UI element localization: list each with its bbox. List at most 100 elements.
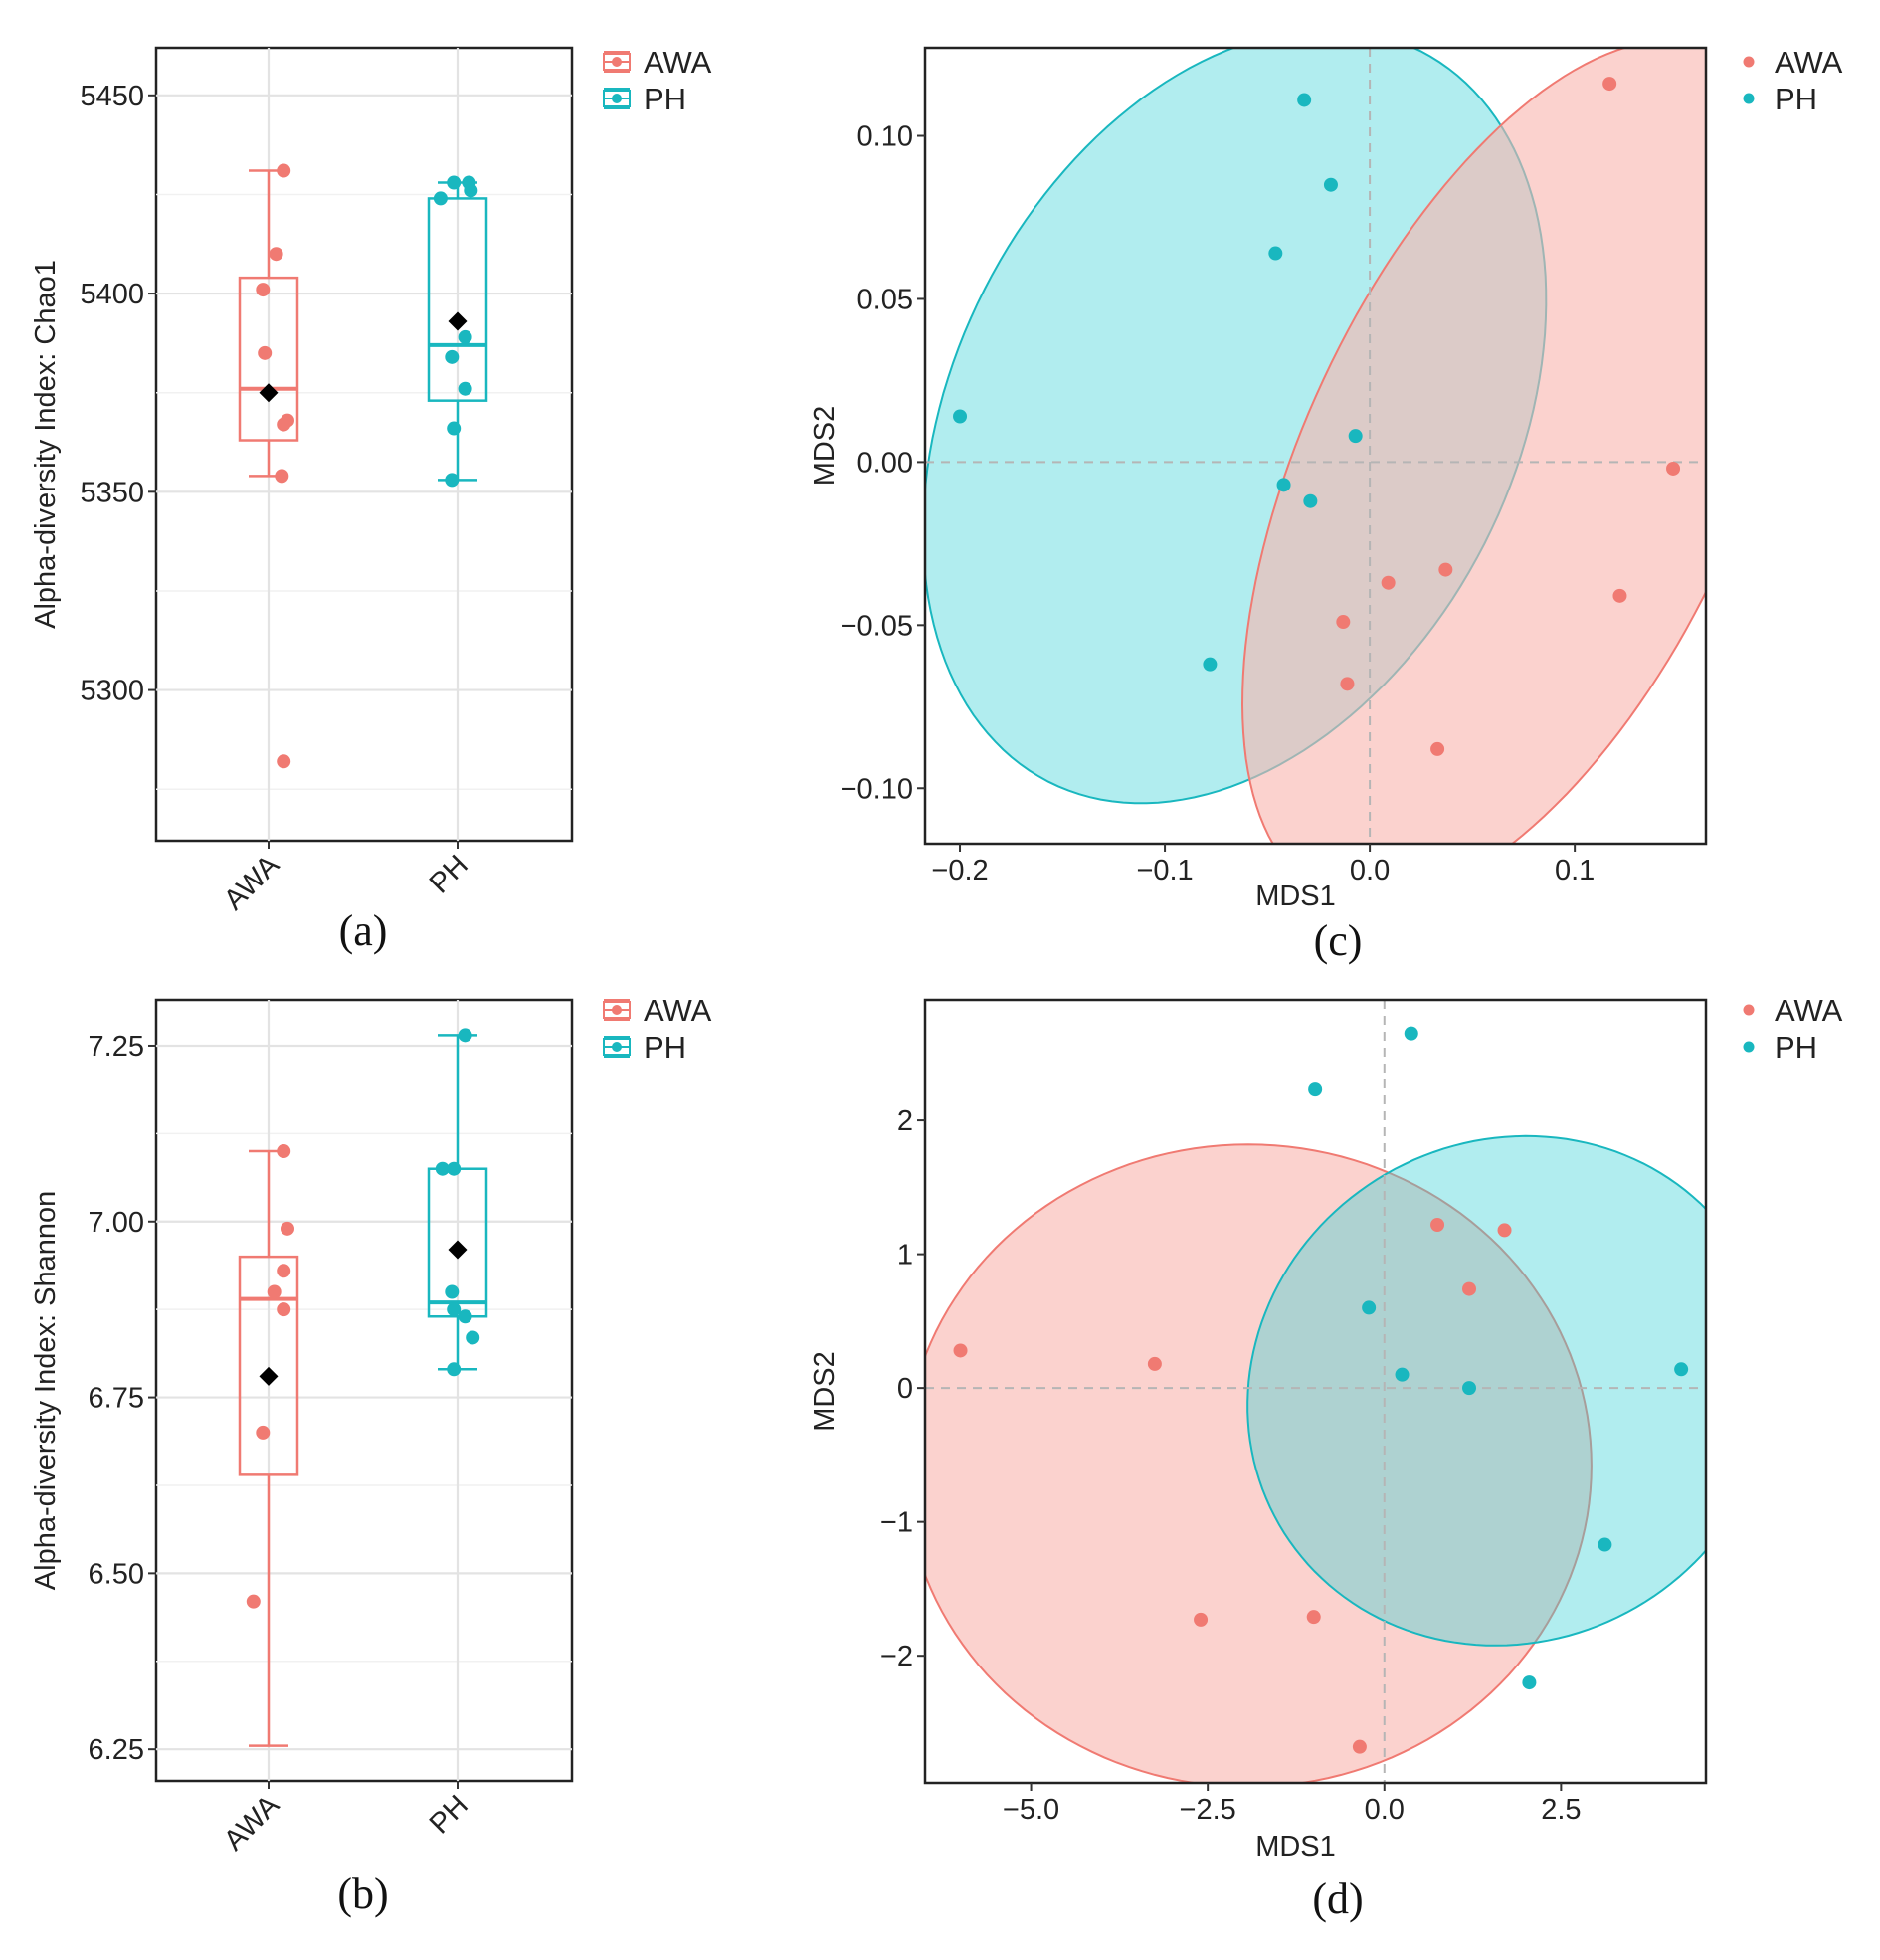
data-point-ph bbox=[953, 409, 968, 424]
boxplot-panel-b: 6.25 6.50 6.75 7.00 7.25 Alpha-diversity Inde… bbox=[30, 993, 712, 1918]
x-tick-label-ph: PH bbox=[424, 1789, 474, 1840]
data-point-awa bbox=[1462, 1281, 1477, 1296]
plot-frame bbox=[923, 998, 1708, 1785]
data-point bbox=[277, 1302, 291, 1317]
data-point-ph bbox=[1203, 657, 1218, 672]
legend-key-dot bbox=[612, 94, 622, 103]
x-tick-label-awa: AWA bbox=[218, 1789, 285, 1857]
legend-key-dot bbox=[1743, 93, 1755, 104]
data-point bbox=[433, 191, 448, 206]
legend-key-dot bbox=[612, 1042, 622, 1052]
legend-item-awa: AWA bbox=[603, 993, 712, 1028]
data-point bbox=[275, 469, 289, 484]
data-point bbox=[267, 1284, 282, 1299]
data-point-awa bbox=[1612, 588, 1627, 603]
data-point bbox=[277, 1264, 291, 1278]
data-point-awa bbox=[1497, 1223, 1512, 1238]
y-tick-label: −1 bbox=[880, 1507, 913, 1539]
data-point-ph bbox=[1268, 246, 1283, 261]
x-tick-label: 2.5 bbox=[1541, 1794, 1581, 1826]
panel-label-a: (a) bbox=[339, 906, 388, 955]
boxplot-panel-a: 5300 5350 5400 5450 Alpha-diversity Index: C… bbox=[30, 45, 712, 955]
x-tick-label: −2.5 bbox=[1180, 1794, 1236, 1826]
data-point-awa bbox=[1306, 1610, 1321, 1625]
y-tick-label: 2 bbox=[897, 1105, 913, 1137]
plot-area bbox=[925, 1000, 1706, 1783]
y-tick-label: −0.05 bbox=[841, 610, 913, 642]
box-ph bbox=[427, 175, 488, 488]
y-tick-label: 5300 bbox=[80, 676, 144, 707]
data-point bbox=[445, 473, 460, 488]
legend-key-dot bbox=[1743, 56, 1755, 68]
legend-item-ph: PH bbox=[1743, 82, 1817, 116]
data-point-ph bbox=[1462, 1381, 1477, 1396]
y-tick-label: 5350 bbox=[80, 477, 144, 508]
data-point-ph bbox=[1348, 429, 1363, 444]
y-axis-title: MDS2 bbox=[809, 1351, 841, 1432]
x-tick-label-awa: AWA bbox=[218, 849, 285, 916]
legend-key-dot bbox=[1743, 1004, 1755, 1016]
data-point-awa bbox=[1147, 1356, 1162, 1371]
data-point bbox=[447, 1161, 462, 1176]
data-point bbox=[435, 1161, 450, 1176]
mean-marker bbox=[259, 1366, 279, 1386]
y-tick-label: 6.75 bbox=[89, 1383, 144, 1415]
legend-label-awa: AWA bbox=[1775, 993, 1843, 1028]
y-tick-label: 6.50 bbox=[89, 1558, 144, 1590]
plot-area bbox=[925, 48, 1706, 844]
data-point-awa bbox=[1602, 77, 1617, 92]
confidence-ellipse-awa bbox=[1240, 48, 1706, 844]
confidence-ellipse-ph bbox=[1246, 1134, 1706, 1647]
data-point-awa bbox=[1340, 677, 1355, 691]
y-tick-label: 0 bbox=[897, 1373, 913, 1405]
x-tick-label: −5.0 bbox=[1003, 1794, 1059, 1826]
data-point-awa bbox=[1430, 1218, 1445, 1233]
data-point-ph bbox=[1674, 1362, 1689, 1377]
data-point bbox=[281, 1221, 294, 1236]
data-point bbox=[458, 1028, 472, 1043]
box-awa bbox=[238, 1144, 299, 1747]
data-point bbox=[445, 1284, 460, 1299]
box-iqr bbox=[238, 276, 299, 442]
data-point-awa bbox=[953, 1343, 968, 1358]
legend-label-ph: PH bbox=[644, 82, 686, 116]
mds-panel-c: −0.2 −0.1 0.0 0.1 −0.10 −0.05 0.00 0.05 0.10 MDS1… bbox=[809, 45, 1843, 965]
data-point bbox=[269, 247, 283, 262]
data-point bbox=[447, 175, 462, 190]
y-tick-label: −2 bbox=[880, 1641, 913, 1672]
data-point bbox=[256, 283, 271, 297]
data-point-ph bbox=[1522, 1675, 1537, 1690]
legend-label-ph: PH bbox=[1775, 82, 1817, 116]
x-tick-label: −0.2 bbox=[931, 855, 988, 886]
legend-item-awa: AWA bbox=[1743, 45, 1843, 80]
y-tick-label: 5450 bbox=[80, 81, 144, 112]
data-point-ph bbox=[1297, 93, 1312, 107]
legend-label-ph: PH bbox=[644, 1030, 686, 1065]
y-tick-label: 0.00 bbox=[857, 447, 913, 479]
panel-label-b: (b) bbox=[337, 1869, 388, 1918]
legend-key-dot bbox=[612, 1005, 622, 1015]
data-point-ph bbox=[1303, 493, 1318, 508]
y-axis-title: Alpha-diversity Index: Chao1 bbox=[30, 260, 62, 629]
data-point-awa bbox=[1352, 1739, 1367, 1754]
legend-label-ph: PH bbox=[1775, 1030, 1817, 1065]
y-tick-label: −0.10 bbox=[841, 773, 913, 805]
data-point-awa bbox=[1336, 615, 1351, 630]
data-point bbox=[458, 1309, 472, 1324]
legend-label-awa: AWA bbox=[644, 993, 712, 1028]
data-point-awa bbox=[1438, 562, 1453, 577]
data-point bbox=[458, 329, 472, 344]
mean-marker bbox=[448, 1240, 468, 1260]
data-point-awa bbox=[1194, 1612, 1209, 1627]
data-point-ph bbox=[1323, 177, 1338, 192]
data-point-ph bbox=[1404, 1026, 1418, 1041]
data-point-ph bbox=[1362, 1300, 1377, 1315]
x-axis-title: MDS1 bbox=[1255, 881, 1336, 912]
legend-item-ph: PH bbox=[603, 1030, 686, 1065]
data-point bbox=[277, 163, 291, 178]
y-tick-label: 1 bbox=[897, 1240, 913, 1272]
y-tick-label: 7.00 bbox=[89, 1207, 144, 1239]
data-point bbox=[445, 349, 460, 364]
legend-item-awa: AWA bbox=[1743, 993, 1843, 1028]
legend-key-dot bbox=[612, 57, 622, 67]
